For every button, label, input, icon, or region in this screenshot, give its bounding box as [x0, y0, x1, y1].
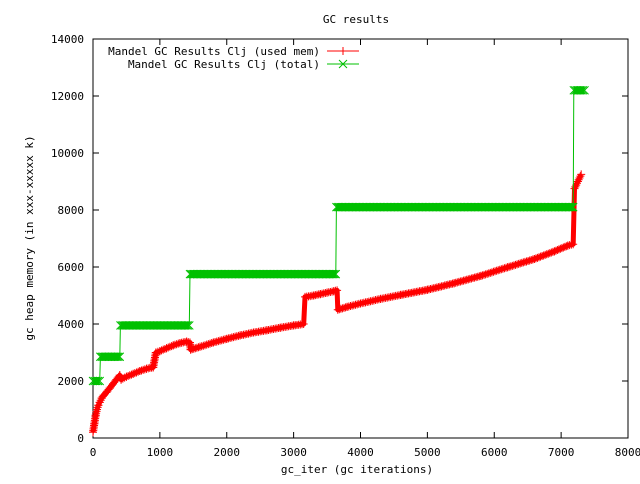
data-band: [100, 352, 120, 361]
legend: Mandel GC Results Clj (used mem)Mandel G…: [108, 45, 359, 71]
legend-marker: [339, 47, 347, 55]
x-tick-label: 6000: [481, 446, 508, 459]
legend-label: Mandel GC Results Clj (used mem): [108, 45, 320, 58]
x-tick-label: 7000: [548, 446, 575, 459]
series-markers: [88, 85, 589, 386]
x-tick-label: 2000: [214, 446, 241, 459]
legend-label: Mandel GC Results Clj (total): [128, 58, 320, 71]
y-tick-label: 2000: [58, 375, 85, 388]
y-tick-label: 10000: [51, 147, 84, 160]
y-tick-label: 14000: [51, 33, 84, 46]
chart-title: GC results: [323, 13, 389, 26]
y-tick-label: 0: [77, 432, 84, 445]
x-tick-label: 1000: [147, 446, 174, 459]
x-tick-label: 8000: [615, 446, 640, 459]
x-tick-label: 0: [90, 446, 97, 459]
y-tick-label: 8000: [58, 204, 85, 217]
data-band: [189, 270, 336, 279]
series-total: [88, 85, 589, 386]
y-axis-label: gc heap memory (in xxx-xxxxx k): [23, 135, 36, 340]
y-tick-label: 6000: [58, 261, 85, 274]
plot-frame: [92, 38, 629, 439]
data-band: [573, 86, 585, 95]
series-used-mem: [89, 170, 586, 437]
y-axis: 0 2000 4000 6000 8000 10000 12000 14000: [51, 33, 628, 445]
x-axis-label: gc_iter (gc iterations): [281, 463, 433, 476]
series-line: [93, 89, 585, 382]
data-band: [336, 203, 574, 212]
x-tick-label: 4000: [347, 446, 374, 459]
legend-marker: [338, 59, 348, 69]
x-tick-label: 5000: [414, 446, 441, 459]
x-axis: 0 1000 2000 3000 4000 5000 6000 7000 8000: [90, 39, 640, 459]
data-band: [90, 173, 584, 433]
x-tick-label: 3000: [280, 446, 307, 459]
data-band: [120, 321, 190, 330]
y-tick-label: 12000: [51, 90, 84, 103]
series-layer: [88, 85, 589, 437]
y-tick-label: 4000: [58, 318, 85, 331]
data-band: [93, 377, 100, 385]
